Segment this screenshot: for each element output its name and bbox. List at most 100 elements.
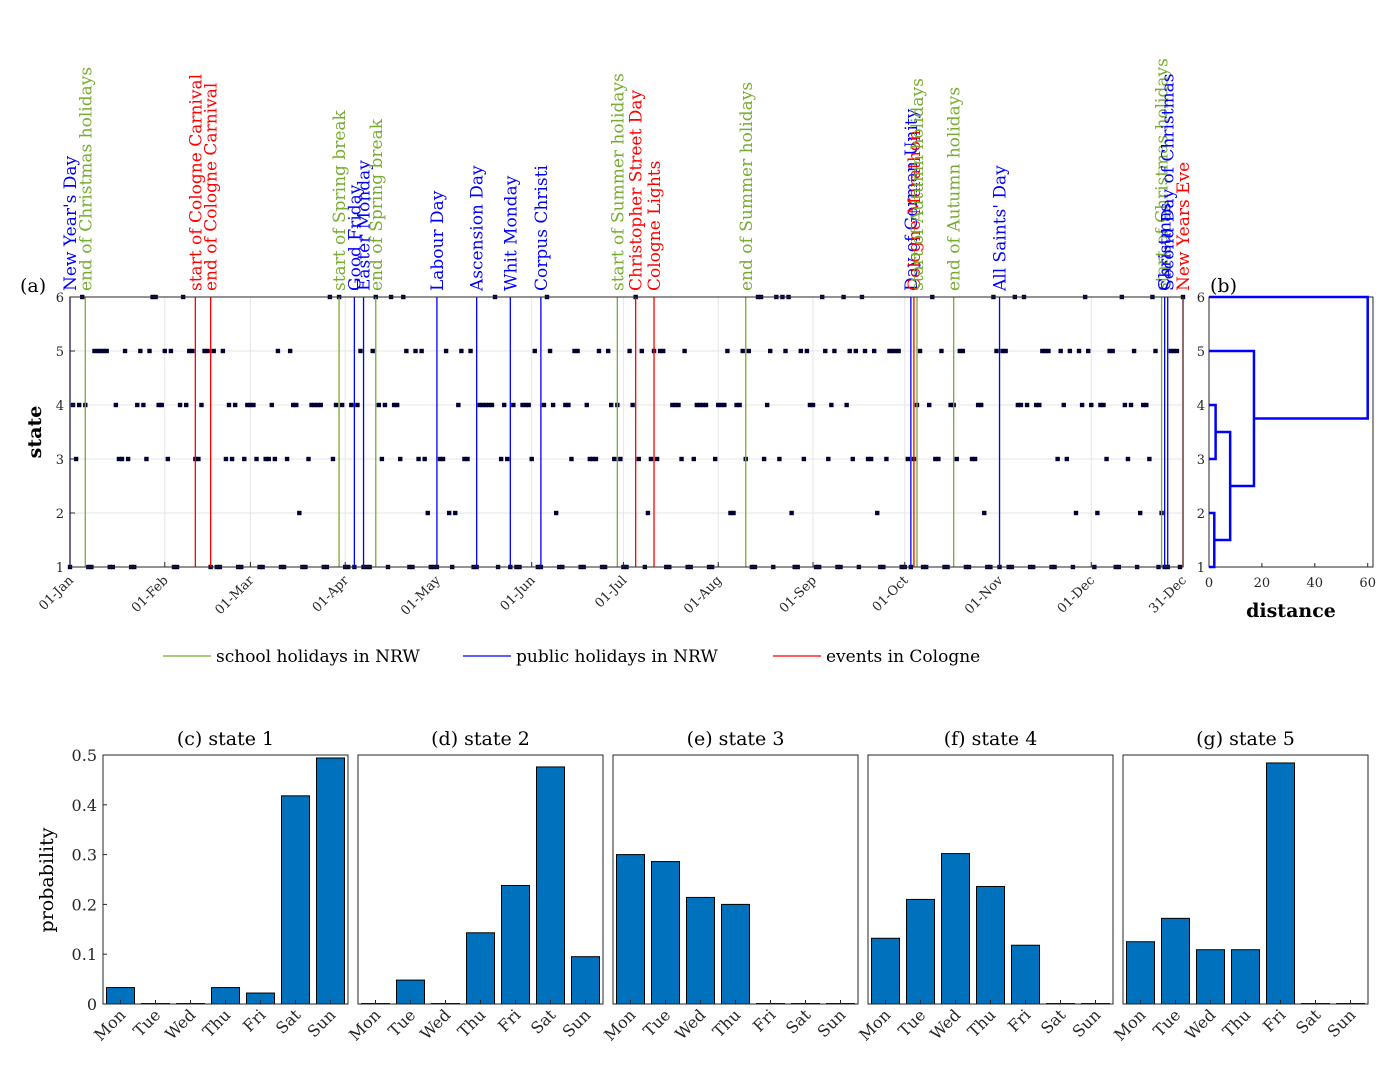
state-point [330, 456, 336, 462]
bar-y-tick-label: 0.1 [72, 945, 97, 964]
state-point [939, 348, 944, 354]
state-point [1046, 348, 1051, 354]
state-point [1122, 402, 1128, 408]
event-label: Christopher Street Day [627, 90, 647, 291]
state-point [159, 402, 164, 408]
state-point [125, 456, 131, 462]
state-point [593, 456, 599, 462]
state-point [676, 402, 681, 408]
state-point [141, 402, 146, 408]
state-point [465, 456, 470, 462]
state-point [223, 456, 229, 462]
state-point [875, 510, 880, 516]
state-point [722, 402, 727, 408]
bar-axes-box [357, 754, 604, 1005]
state-point [1107, 348, 1112, 354]
state-point [871, 348, 877, 354]
state-point [379, 456, 385, 462]
state-point [1061, 402, 1066, 408]
event-label: Christmas [1156, 203, 1176, 291]
bar-y-tick-label: 0.2 [72, 895, 97, 914]
state-point [975, 402, 981, 408]
bar [1126, 941, 1155, 1005]
state-point [1128, 402, 1134, 408]
state-point [850, 456, 855, 462]
panel-b-y-tick-label: 3 [1197, 453, 1205, 468]
state-point [575, 348, 580, 354]
bar-y-tick-label: 0.3 [72, 846, 97, 865]
state-point [957, 348, 962, 354]
event-label: Good Friday [345, 184, 365, 291]
event-label: Corpus Christi [532, 165, 552, 291]
state-point [1034, 402, 1039, 408]
state-point [95, 348, 100, 354]
bar-panel-title: (e) state 3 [687, 728, 785, 750]
bar-axes-box [867, 754, 1114, 1005]
panel-b-tree [1209, 295, 1369, 569]
state-point [917, 348, 923, 354]
state-point [1064, 456, 1070, 462]
state-point [287, 348, 293, 354]
state-point [190, 348, 195, 354]
state-point [868, 456, 874, 462]
state-point [1018, 402, 1024, 408]
state-point [391, 402, 397, 408]
state-point [584, 402, 589, 408]
event-label: end of Summer holidays [737, 82, 757, 291]
state-point [982, 510, 987, 516]
state-point [801, 456, 807, 462]
state-point [936, 456, 941, 462]
state-point [1174, 348, 1180, 354]
state-point [660, 348, 666, 354]
state-point [829, 402, 834, 408]
bar-panel-title: (c) state 1 [177, 728, 274, 750]
state-point [547, 348, 553, 354]
state-point [147, 348, 152, 354]
state-point [832, 348, 837, 354]
state-point [480, 402, 485, 408]
state-point [865, 456, 871, 462]
state-point [563, 402, 568, 408]
state-point [245, 402, 250, 408]
bar-panel-title: (d) state 2 [431, 728, 530, 750]
state-point [318, 402, 323, 408]
state-point [1058, 348, 1063, 354]
bar [941, 853, 970, 1005]
state-point [294, 402, 299, 408]
state-point [645, 510, 651, 516]
state-point [312, 402, 317, 408]
state-point [596, 348, 602, 354]
event-label: end of Christmas holidays [76, 67, 96, 291]
state-point [489, 402, 495, 408]
state-point [572, 348, 577, 354]
state-point [728, 510, 733, 516]
event-label: start of Spring break [330, 109, 350, 291]
state-point [933, 456, 938, 462]
state-point [355, 402, 360, 408]
dendrogram-link [1209, 295, 1369, 420]
dendrogram-link [1209, 403, 1217, 461]
state-point [1168, 348, 1173, 354]
state-point [716, 402, 721, 408]
state-point [248, 402, 253, 408]
bar [651, 861, 680, 1005]
state-point [98, 348, 103, 354]
state-point [165, 456, 171, 462]
bar [1266, 762, 1295, 1005]
state-point [309, 402, 314, 408]
state-point [104, 348, 109, 354]
state-point [440, 456, 446, 462]
state-point [927, 402, 932, 408]
state-point [1101, 402, 1106, 408]
state-point [844, 402, 849, 408]
bar [1196, 949, 1225, 1005]
state-point [960, 348, 966, 354]
state-point [456, 402, 461, 408]
event-label: Day of German Unity [902, 108, 922, 291]
state-point [254, 456, 259, 462]
state-point [1043, 348, 1048, 354]
event-label: start of Cologne Carnival [186, 74, 206, 291]
state-point [468, 348, 473, 354]
state-point [251, 402, 256, 408]
